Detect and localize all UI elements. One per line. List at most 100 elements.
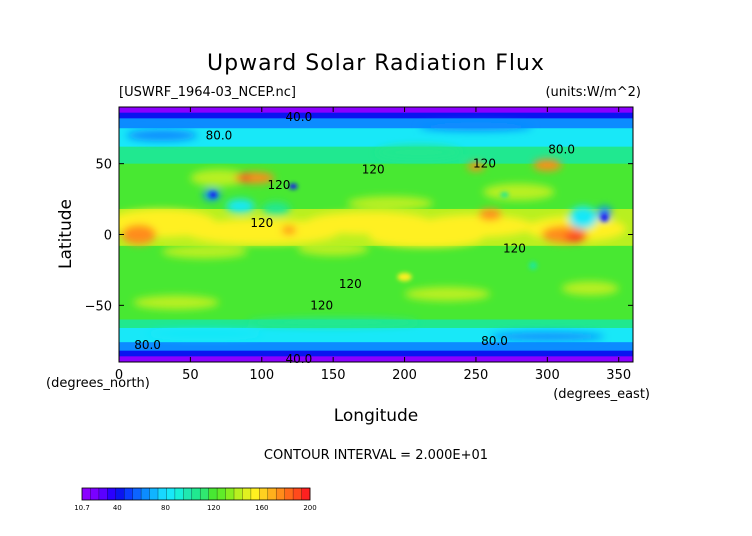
file-label: [USWRF_1964-03_NCEP.nc] xyxy=(119,85,296,100)
field-patch xyxy=(418,122,534,132)
colorbar-swatch xyxy=(267,488,277,500)
field-patch xyxy=(418,214,534,238)
field-patch xyxy=(347,196,434,211)
latitude-band xyxy=(119,107,633,114)
contour-label: 120 xyxy=(362,162,385,176)
colorbar-tick-label: 160 xyxy=(255,504,268,512)
field-patch xyxy=(533,159,562,171)
colorbar-swatch xyxy=(259,488,269,500)
colorbar-frame xyxy=(81,487,311,501)
x-axis-ticks: 0 50 100 150 200 250 300 350 xyxy=(115,107,631,383)
latitude-band xyxy=(119,245,633,264)
field-patch xyxy=(234,172,275,184)
latitude-band xyxy=(119,128,633,148)
field-patch xyxy=(209,192,217,198)
latitude-band xyxy=(119,350,633,357)
colorbar-swatch xyxy=(166,488,176,500)
field-patch xyxy=(397,272,412,282)
colorbar-swatch xyxy=(149,488,159,500)
colorbar-tick-label: 200 xyxy=(303,504,316,512)
units-label: (units:W/m^2) xyxy=(545,85,641,100)
field-patch xyxy=(564,233,588,242)
colorbar-swatch xyxy=(217,488,226,500)
field-patch xyxy=(561,281,619,296)
latitude-band xyxy=(119,112,633,119)
contour-label: 120 xyxy=(473,157,496,171)
colorbar-swatch xyxy=(242,488,252,500)
colorbar-tick-label: 120 xyxy=(207,504,220,512)
field-patch xyxy=(121,224,157,245)
y-axis-label: Latitude xyxy=(56,199,76,269)
field-patches xyxy=(119,122,626,341)
colorbar xyxy=(81,487,311,501)
field-patch xyxy=(236,175,251,181)
latitude-band xyxy=(119,342,633,352)
colorbar-swatch xyxy=(141,488,150,500)
colorbar-swatch xyxy=(284,488,294,500)
field-patch xyxy=(478,209,502,221)
colorbar-swatch xyxy=(225,488,235,500)
y-axis-ticks: −50 0 50 xyxy=(85,158,633,314)
contour-label: 40.0 xyxy=(286,110,313,124)
field-patch xyxy=(261,201,291,217)
colorbar-swatch xyxy=(115,488,125,500)
field-patch xyxy=(500,192,509,198)
colorbar-swatch xyxy=(191,488,201,500)
colorbar-swatch xyxy=(90,488,100,500)
chart-title: Upward Solar Radiation Flux xyxy=(207,51,545,76)
contour-label: 120 xyxy=(503,242,526,256)
x-tick-label: 150 xyxy=(321,368,346,383)
colorbar-tick-label: 10.7 xyxy=(74,504,90,512)
colorbar-swatch xyxy=(234,488,243,500)
field-patch xyxy=(467,162,485,171)
contour-label: 120 xyxy=(310,298,333,312)
y-tick-label: 50 xyxy=(95,158,112,173)
field-patch xyxy=(226,199,255,214)
field-patch xyxy=(147,329,262,338)
colorbar-swatch xyxy=(82,488,91,500)
field-patch xyxy=(133,295,219,310)
colorbar-swatch xyxy=(200,488,209,500)
x-tick-label: 200 xyxy=(392,368,417,383)
y-tick-label: 0 xyxy=(104,229,112,244)
colorbar-swatch xyxy=(132,488,142,500)
field-patch xyxy=(281,226,297,235)
x-tick-label: 0 xyxy=(115,368,123,383)
field-patch xyxy=(247,318,419,327)
field-patch xyxy=(568,206,598,229)
field-patch xyxy=(600,213,609,222)
field-patch xyxy=(190,169,248,187)
colorbar-tick-label: 80 xyxy=(161,504,170,512)
contour-label: 80.0 xyxy=(481,334,508,348)
colorbar-swatch xyxy=(158,488,167,500)
x-tick-label: 100 xyxy=(249,368,274,383)
y-tick-label: −50 xyxy=(85,299,112,314)
y-unit-label: (degrees_north) xyxy=(46,376,150,391)
contour-label: 80.0 xyxy=(134,338,161,352)
field-patch xyxy=(297,241,369,256)
contour-interval-text: CONTOUR INTERVAL = 2.000E+01 xyxy=(264,448,488,463)
contour-label: 80.0 xyxy=(206,128,233,142)
colorbar-swatch xyxy=(250,488,260,500)
contour-label: 120 xyxy=(267,178,290,192)
colorbar-swatch xyxy=(98,488,108,500)
colorbar-swatch xyxy=(174,488,184,500)
x-tick-label: 50 xyxy=(182,368,199,383)
field-patch xyxy=(483,183,555,201)
colorbar-tick-label: 40 xyxy=(113,504,122,512)
x-unit-label: (degrees_east) xyxy=(553,387,650,402)
contour-label: 120 xyxy=(250,216,273,230)
latitude-band xyxy=(119,356,633,362)
field-patches-detail xyxy=(209,183,609,282)
colorbar-swatch xyxy=(183,488,193,500)
colorbar-swatch xyxy=(276,488,285,500)
latitude-band xyxy=(119,262,633,320)
contour-label: 120 xyxy=(339,277,362,291)
colorbar-swatch xyxy=(208,488,218,500)
contour-label: 80.0 xyxy=(548,143,575,157)
field-patch xyxy=(288,183,298,190)
latitude-band xyxy=(119,118,633,129)
field-patch xyxy=(183,218,341,245)
field-patch xyxy=(376,145,462,160)
